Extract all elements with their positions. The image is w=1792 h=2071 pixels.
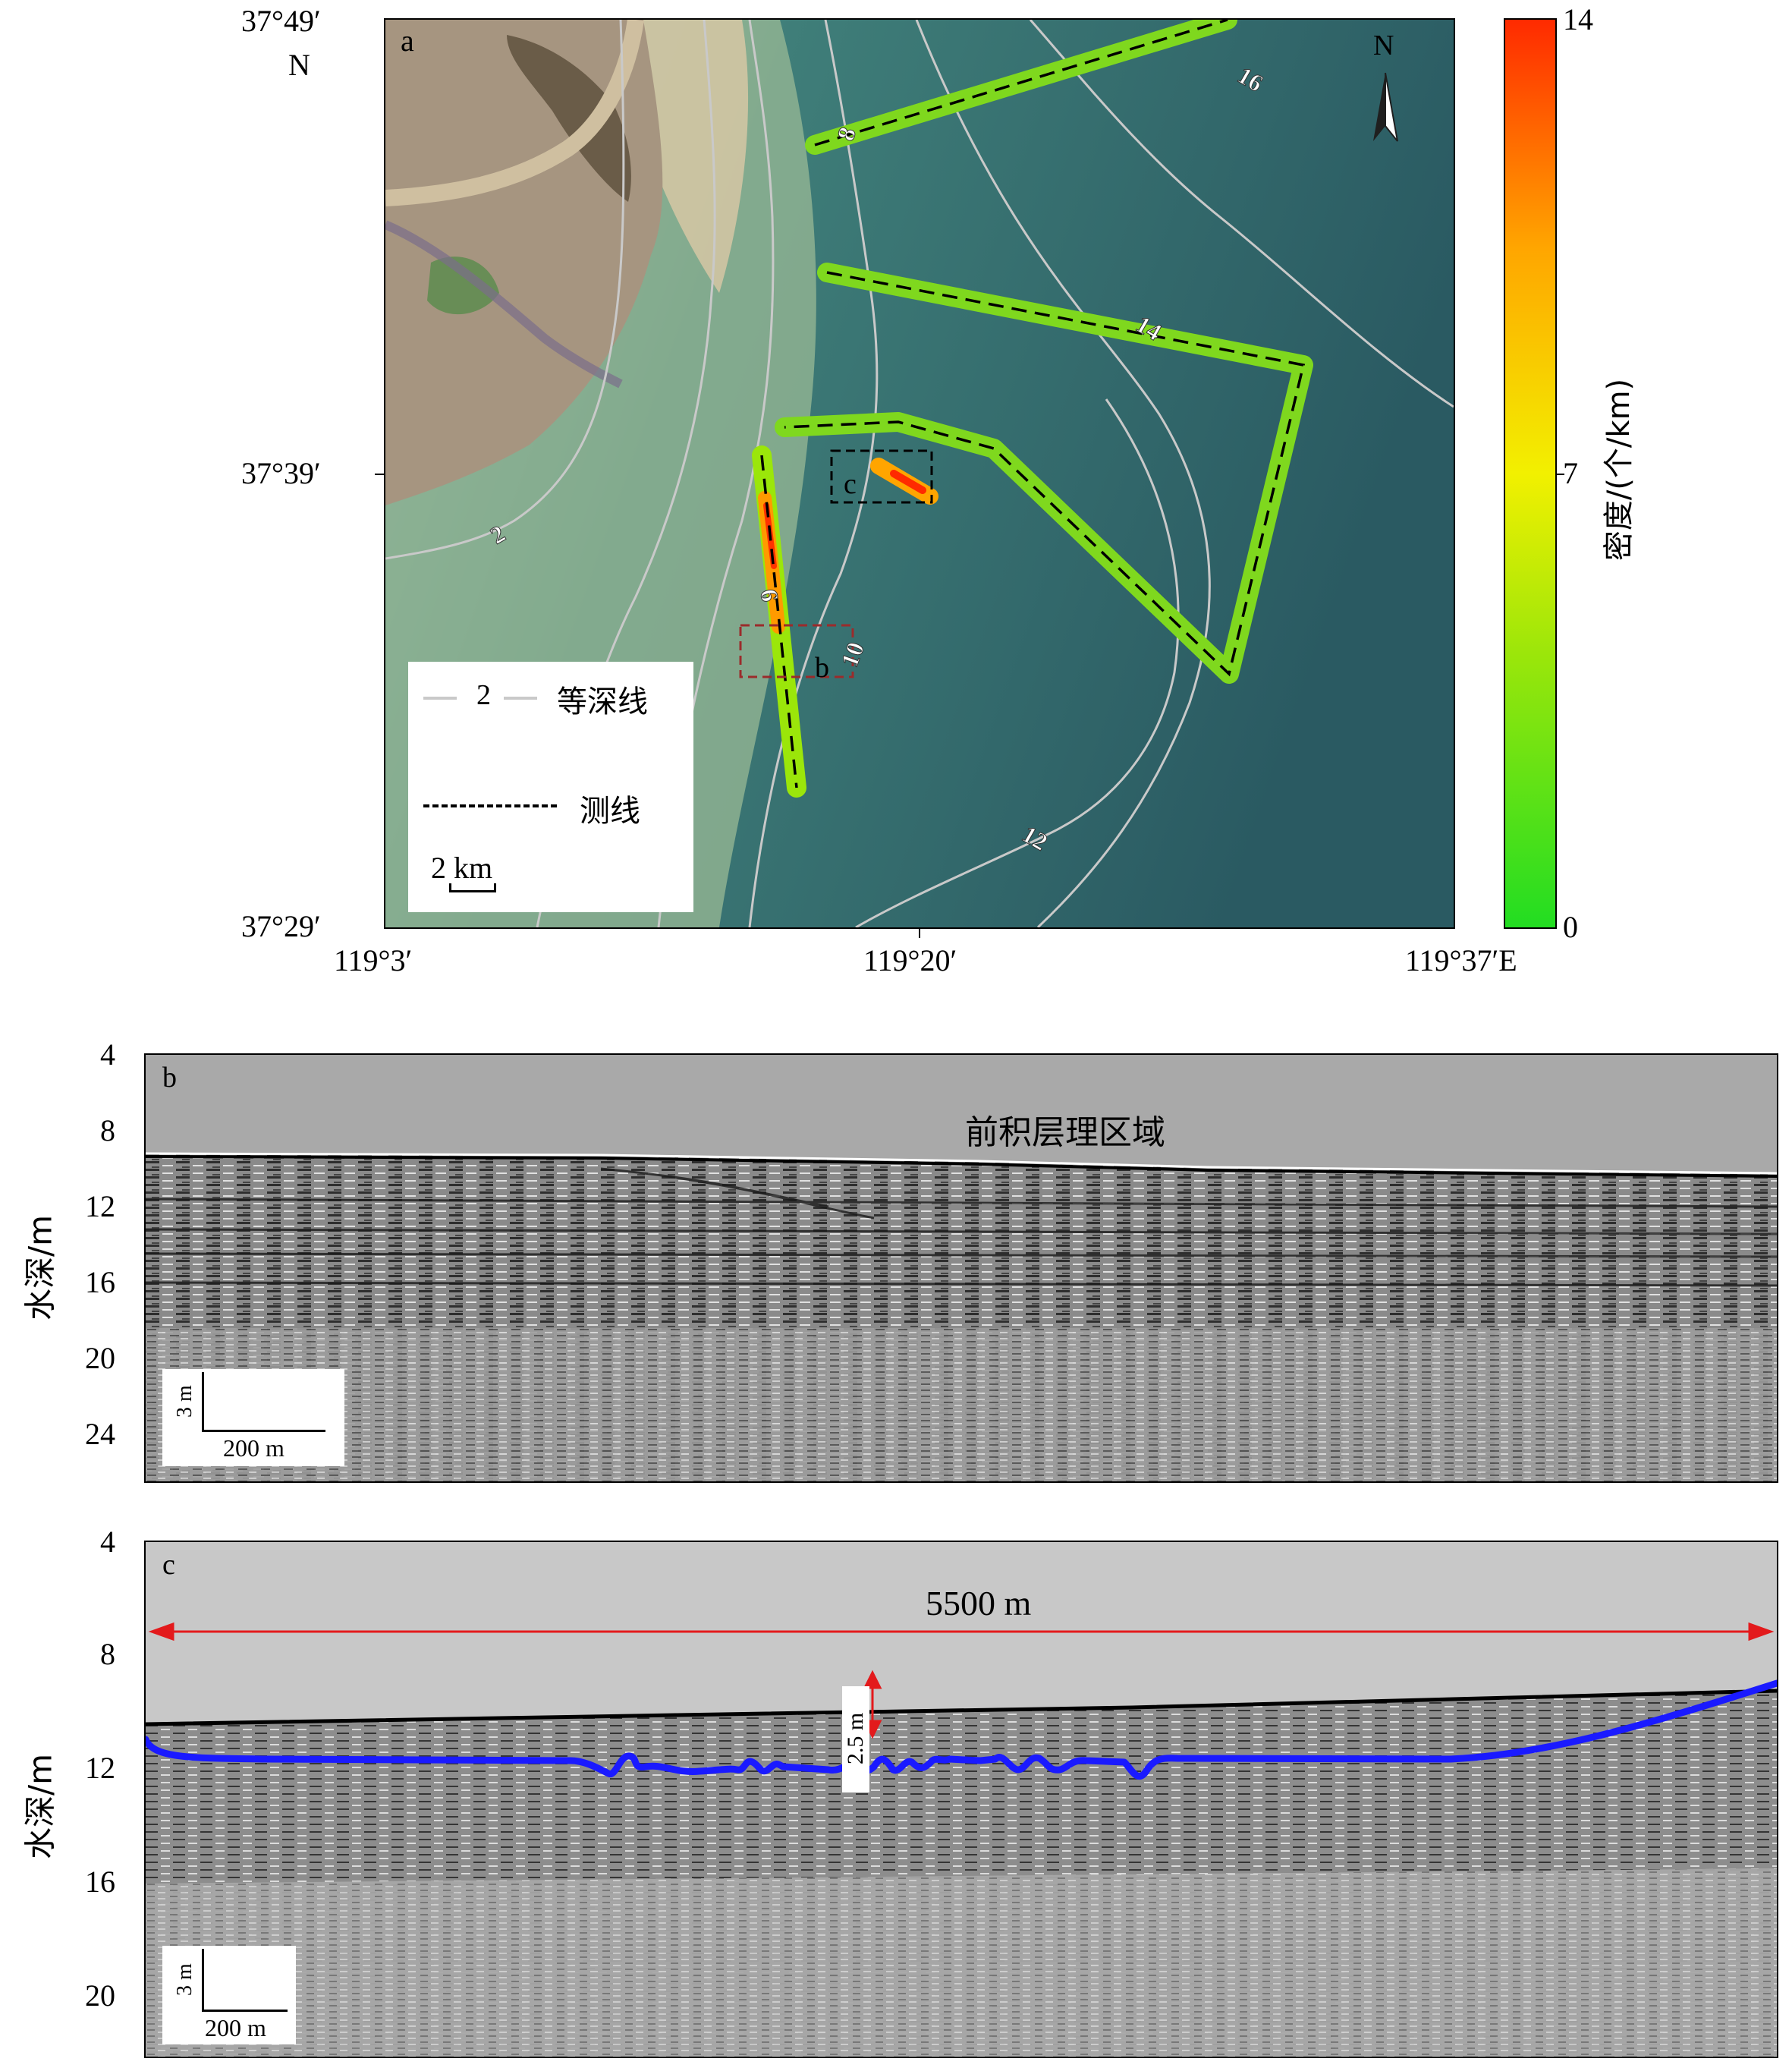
seismic-profile-c: c 5500 m 2.5 m 3 m 200 m [144, 1541, 1778, 2058]
lat-tick-bottom: 37°29′ [241, 909, 321, 943]
c-scale-bar [202, 1949, 288, 2012]
legend-contour-sample: 2 [476, 679, 491, 711]
b-scale-h-text: 200 m [223, 1434, 285, 1462]
strata-reflectors [146, 1167, 1777, 1287]
survey-lines [760, 20, 1306, 788]
colorbar-tick-mark-mid [1557, 474, 1564, 475]
seismic-profile-b: b 前积层理区域 3 m 200 m [144, 1053, 1778, 1483]
b-scale-v-text: 3 m [173, 1385, 196, 1418]
scale-bar-text: 2 km [431, 851, 493, 885]
b-ytick-24: 24 [85, 1417, 115, 1451]
colorbar-label: 密度/(个/km) [1602, 378, 1636, 562]
c-ytick-20: 20 [85, 1978, 115, 2013]
c-ytick-12: 12 [85, 1751, 115, 1785]
seabed-shadow [146, 1155, 1777, 1178]
seabed-line [146, 1152, 1777, 1175]
legend-contour-line-right [504, 697, 537, 700]
length-arrow [148, 1622, 1775, 1641]
lat-tick-mark-mid [375, 474, 384, 475]
lon-tick-mark-mid [919, 929, 920, 938]
vegetation [507, 35, 631, 202]
b-scale-bar [202, 1372, 325, 1432]
c-ylabel: 水深/m [21, 1753, 59, 1860]
lon-tick-right: 119°37′E [1405, 943, 1517, 977]
c-ytick-4: 4 [100, 1525, 115, 1559]
colorbar-tick-max: 14 [1563, 2, 1593, 36]
profile-c-canvas [146, 1542, 1777, 2057]
scale-bar [449, 883, 496, 892]
track-c-core [890, 470, 926, 494]
blue-horizon [146, 1679, 1777, 1780]
box-c-label: c [844, 468, 857, 500]
north-arrow-label: N [1373, 30, 1394, 61]
b-scale-box: 3 m 200 m [162, 1369, 344, 1466]
sediment-plume [636, 20, 749, 293]
lon-tick-mid: 119°20′ [863, 943, 957, 977]
legend-survey-line [423, 804, 557, 807]
b-ytick-8: 8 [100, 1113, 115, 1147]
legend-contour-line-left [423, 697, 457, 700]
b-ytick-20: 20 [85, 1341, 115, 1375]
panel-b-label: b [162, 1062, 177, 1094]
box-b-label: b [815, 652, 829, 684]
length-annotation: 5500 m [926, 1584, 1032, 1622]
c-ytick-16: 16 [85, 1865, 115, 1899]
c-ytick-8: 8 [100, 1637, 115, 1671]
depth-annotation-box: 2.5 m [842, 1686, 869, 1792]
lat-tick-top: 37°49′ [241, 4, 321, 38]
seabed-line [146, 1689, 1777, 1726]
depth-annotation: 2.5 m [843, 1712, 868, 1765]
map-legend: 2 等深线 测线 2 km [408, 662, 693, 912]
colorbar [1504, 18, 1557, 929]
satellite-map: a N 2 6 8 10 12 14 16 b c 2 等深线 测线 2 km [384, 18, 1455, 929]
colorbar-tick-min: 0 [1563, 910, 1578, 944]
deep-sediment [146, 1868, 1777, 2057]
b-ytick-16: 16 [85, 1265, 115, 1299]
profile-b-canvas [146, 1055, 1777, 1481]
colorbar-tick-mid: 7 [1563, 456, 1578, 490]
yellow-river [385, 20, 644, 206]
north-arrow-icon [1373, 72, 1398, 142]
c-scale-box: 3 m 200 m [162, 1946, 296, 2044]
lon-tick-left: 119°3′ [334, 943, 413, 977]
box-b [739, 624, 854, 678]
b-ytick-4: 4 [100, 1037, 115, 1072]
progradation-annotation: 前积层理区域 [965, 1113, 1165, 1152]
channel [385, 220, 623, 389]
legend-contour-label: 等深线 [557, 685, 648, 719]
b-ylabel: 水深/m [21, 1214, 59, 1321]
panel-a-label: a [401, 24, 414, 58]
lat-tick-mid: 37°39′ [241, 456, 321, 490]
c-scale-v-text: 3 m [173, 1963, 196, 1996]
green-fields [427, 257, 499, 315]
panel-c-label: c [162, 1549, 175, 1581]
c-scale-h-text: 200 m [205, 2014, 266, 2041]
box-c [830, 449, 933, 504]
b-ytick-12: 12 [85, 1189, 115, 1223]
legend-survey-label: 测线 [580, 794, 640, 829]
deep-sediment [146, 1328, 1777, 1481]
lat-suffix: N [288, 48, 310, 82]
